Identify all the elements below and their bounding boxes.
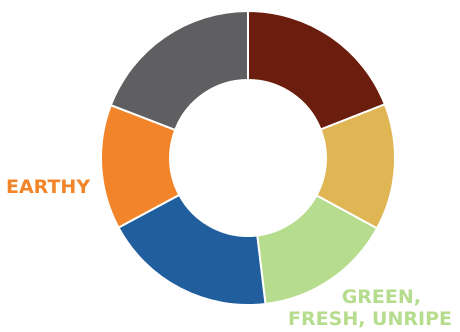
slice-label-earthy: EARTHY [6,176,90,198]
slice-label-green-line-1: GREEN, [342,286,421,308]
donut-slice-6 [109,9,249,132]
donut-slices [100,9,396,306]
donut-slice-4 [117,193,267,306]
slice-label-green: GREEN, FRESH, UNRIPE [288,286,452,330]
slice-label-green-line-2: FRESH, UNRIPE [288,308,452,330]
donut-slice-1 [247,9,387,131]
